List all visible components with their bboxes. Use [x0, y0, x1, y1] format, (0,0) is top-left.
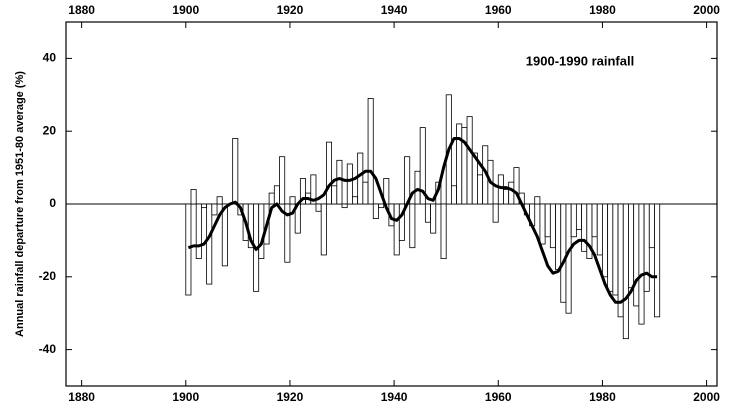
bar	[430, 203, 437, 234]
bar	[320, 203, 327, 256]
bar	[591, 203, 598, 238]
bar	[638, 203, 645, 325]
y-tick-label: 20	[43, 123, 57, 137]
bar	[279, 156, 286, 205]
bar	[372, 203, 379, 219]
y-tick-label: -40	[39, 342, 57, 356]
bar	[607, 203, 614, 292]
y-tick-label: -20	[39, 269, 57, 283]
bar	[284, 203, 291, 263]
bar	[185, 203, 192, 296]
x-tick-label: 1960	[485, 390, 512, 404]
bar	[492, 203, 499, 223]
bar	[534, 196, 541, 205]
bar	[477, 174, 484, 205]
bar	[331, 185, 338, 205]
bar	[398, 203, 405, 241]
x-tick-label-top: 1900	[172, 3, 199, 17]
bar	[596, 203, 603, 256]
x-tick-label: 1980	[589, 390, 616, 404]
smoothed-line	[187, 136, 658, 304]
bar	[378, 203, 385, 209]
x-tick-label: 2000	[693, 390, 720, 404]
bar	[560, 203, 567, 303]
bar	[362, 181, 369, 205]
bar	[346, 163, 353, 205]
y-axis-label: Annual rainfall departure from 1951-80 a…	[14, 71, 26, 337]
x-tick-label-top: 1920	[277, 3, 304, 17]
x-tick-label-top: 1880	[68, 3, 95, 17]
bar	[497, 174, 504, 205]
bar	[622, 203, 629, 340]
bar	[633, 203, 640, 307]
bar	[648, 203, 655, 249]
bar	[299, 178, 306, 205]
bar	[643, 203, 650, 292]
x-tick-label-top: 1980	[589, 3, 616, 17]
bar	[414, 170, 421, 205]
bar	[357, 152, 364, 205]
bar	[440, 203, 447, 259]
bar	[424, 203, 431, 223]
x-tick-label: 1920	[277, 390, 304, 404]
bar	[393, 203, 400, 256]
bar	[456, 123, 463, 205]
bar	[612, 203, 619, 296]
bar	[513, 167, 520, 205]
x-tick-label-top: 2000	[693, 3, 720, 17]
bar	[221, 203, 228, 267]
bar	[544, 203, 551, 238]
bar	[190, 189, 197, 205]
bar	[336, 159, 343, 205]
y-tick-label: 40	[43, 51, 57, 65]
bar	[409, 203, 416, 249]
bar	[539, 203, 546, 245]
x-tick-label-top: 1940	[381, 3, 408, 17]
bar	[273, 185, 280, 205]
bar	[216, 196, 223, 205]
bar	[268, 192, 275, 205]
x-tick-label-top: 1960	[485, 3, 512, 17]
bar	[315, 203, 322, 212]
bar	[258, 203, 265, 259]
y-tick-label: 0	[49, 196, 56, 210]
bar	[508, 181, 515, 205]
x-tick-label: 1880	[68, 390, 95, 404]
bar	[232, 138, 239, 205]
bar	[201, 203, 208, 209]
x-tick-label: 1900	[172, 390, 199, 404]
bar	[503, 189, 510, 205]
bar	[195, 203, 202, 259]
bar	[310, 174, 317, 205]
bar	[289, 196, 296, 205]
bar	[570, 203, 577, 238]
x-tick-label: 1940	[381, 390, 408, 404]
bar	[466, 116, 473, 205]
bar	[549, 203, 556, 249]
bar	[602, 203, 609, 278]
bar	[450, 185, 457, 205]
bar	[628, 203, 635, 289]
bar	[555, 203, 562, 270]
bar	[654, 203, 661, 318]
bar	[325, 141, 333, 205]
annotation: 1900-1990 rainfall	[526, 53, 634, 68]
bar	[352, 196, 359, 205]
bar	[206, 203, 213, 285]
bar	[367, 98, 374, 205]
bar	[575, 203, 582, 230]
bar	[211, 203, 218, 216]
bar	[341, 203, 348, 209]
bar	[419, 127, 426, 205]
